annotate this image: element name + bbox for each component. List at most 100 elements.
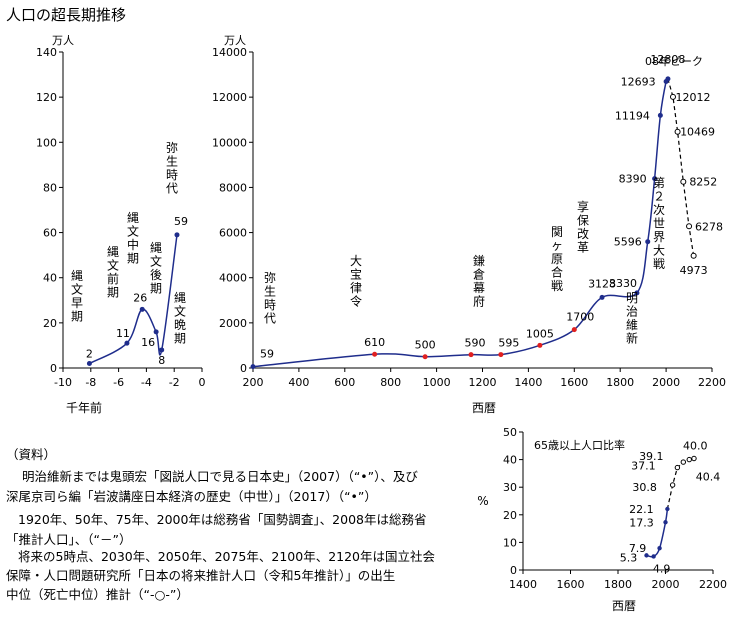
projection-point	[680, 178, 687, 185]
x-tick-label: 1800	[604, 578, 632, 591]
data-point	[652, 176, 658, 182]
projection-point	[690, 252, 697, 259]
data-label: 10469	[680, 126, 715, 139]
y-tick-label: 10	[503, 536, 517, 549]
data-label: 12012	[675, 91, 710, 104]
data-point	[644, 553, 649, 558]
x-tick-label: 400	[288, 376, 309, 389]
data-label: 4973	[680, 264, 708, 277]
data-label: 8390	[619, 173, 647, 186]
page-title: 人口の超長期推移	[6, 6, 127, 24]
event-label: 第２次世界大戦	[653, 176, 665, 271]
data-point	[86, 360, 92, 366]
event-label: 明治維新	[626, 291, 638, 346]
x-axis-title: 西暦	[472, 401, 496, 415]
y-tick-label: 12000	[212, 91, 247, 104]
projection-point	[674, 128, 681, 135]
x-tick-label: 1600	[557, 578, 585, 591]
y-tick-label: 40	[503, 454, 517, 467]
data-point	[663, 520, 668, 525]
data-label: 16	[141, 336, 155, 349]
x-tick-label: 1400	[509, 578, 537, 591]
y-tick-label: 20	[503, 509, 517, 522]
y-tick-label: 0	[510, 564, 517, 577]
y-axis-title: 万人	[52, 34, 74, 47]
event-label: 大宝律令	[350, 254, 362, 309]
event-label: 享保改革	[577, 199, 589, 255]
data-label: 500	[415, 339, 436, 352]
data-point	[422, 354, 428, 360]
data-point	[174, 232, 180, 238]
data-label: 11194	[615, 109, 650, 122]
x-tick-label: -8	[85, 376, 96, 389]
data-label: 26	[133, 291, 147, 304]
x-tick-label: 1400	[514, 376, 542, 389]
data-label: 8	[158, 354, 165, 367]
x-tick-label: 600	[334, 376, 355, 389]
x-axis-title: 西暦	[612, 599, 636, 613]
y-tick-label: 60	[43, 227, 57, 240]
x-tick-label: 1200	[469, 376, 497, 389]
projection-point	[686, 223, 693, 230]
x-tick-label: 2200	[699, 578, 727, 591]
data-point	[571, 327, 577, 333]
data-point	[159, 347, 165, 353]
data-point	[665, 506, 670, 512]
data-point	[250, 364, 256, 370]
data-point	[468, 352, 474, 358]
data-point	[153, 329, 159, 335]
y-tick-label: 2000	[219, 317, 247, 330]
note-line: （資料）	[6, 447, 57, 462]
data-label: 6278	[695, 220, 723, 233]
period-label: 弥生時代	[166, 140, 178, 196]
x-tick-label: -2	[169, 376, 180, 389]
data-label: 3128	[588, 277, 616, 290]
y-axis-title: %	[477, 494, 488, 508]
x-tick-label: -10	[54, 376, 72, 389]
data-label: 1005	[526, 327, 554, 340]
period-label: 縄文後期	[150, 240, 162, 296]
note-line: 中位（死亡中位）推計（“-○-”）	[6, 587, 189, 602]
data-label: 40.0	[683, 440, 708, 453]
period-label: 縄文前期	[107, 244, 119, 300]
y-tick-label: 8000	[219, 181, 247, 194]
y-tick-label: 20	[43, 317, 57, 330]
data-point	[139, 306, 145, 312]
x-tick-label: -4	[141, 376, 152, 389]
data-label: 37.1	[631, 460, 656, 473]
data-label: 59	[260, 348, 274, 361]
event-label: 関ヶ原合戦	[551, 225, 563, 293]
note-line: 保障・人口問題研究所「日本の将来推計人口（令和5年推計）」の出生	[6, 568, 396, 583]
y-tick-label: 30	[503, 481, 517, 494]
data-label: 1700	[566, 311, 594, 324]
y-tick-label: 80	[43, 181, 57, 194]
y-tick-label: 40	[43, 272, 57, 285]
data-point	[124, 340, 130, 346]
y-tick-label: 50	[503, 426, 517, 439]
data-point	[657, 112, 663, 118]
data-label: 12693	[621, 76, 656, 89]
data-label: 7.9	[629, 542, 647, 555]
y-tick-label: 0	[240, 362, 247, 375]
x-tick-label: 1800	[606, 376, 634, 389]
x-tick-label: 2200	[698, 376, 726, 389]
x-tick-label: 1000	[423, 376, 451, 389]
x-tick-label: 2000	[652, 376, 680, 389]
y-tick-label: 140	[36, 46, 57, 59]
note-line: 「推計人口」、（“－”）	[6, 532, 132, 547]
data-point	[645, 239, 651, 245]
y-tick-label: 0	[50, 362, 57, 375]
x-tick-label: 0	[199, 376, 206, 389]
data-label: 40.4	[696, 470, 721, 483]
note-line: 明治維新までは鬼頭宏「図説人口で見る日本史」（2007）（“•”）、及び	[22, 469, 418, 484]
data-label: 2	[86, 347, 93, 360]
y-tick-label: 4000	[219, 272, 247, 285]
period-label: 縄文中期	[127, 210, 139, 266]
y-tick-label: 100	[36, 136, 57, 149]
data-label: 5.3	[620, 551, 638, 564]
y-tick-label: 14000	[212, 46, 247, 59]
data-label: 4.9	[653, 562, 671, 575]
data-label: 12808	[650, 53, 685, 66]
projection-point	[669, 93, 676, 100]
projection-point	[669, 482, 676, 488]
